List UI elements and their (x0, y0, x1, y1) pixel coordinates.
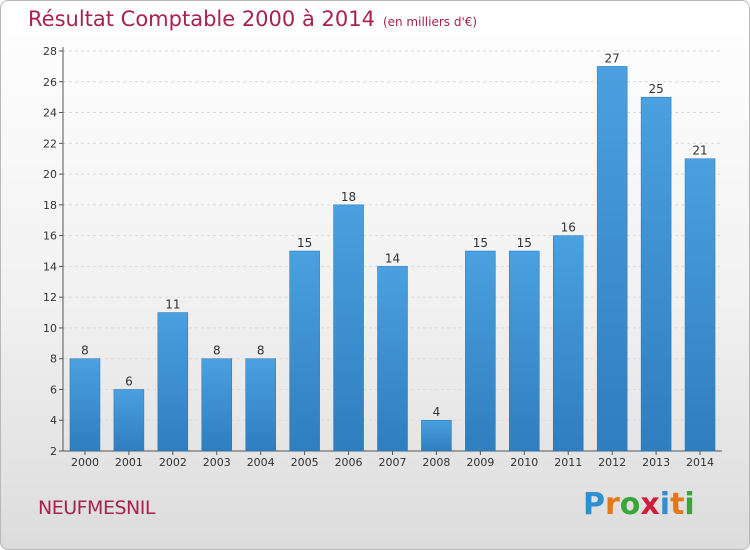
bar (640, 96, 672, 452)
logo-letter: r (605, 487, 620, 522)
y-tick-label: 12 (43, 291, 57, 304)
x-tick-label: 2012 (598, 456, 626, 469)
bar (113, 389, 145, 452)
y-tick-label: 14 (43, 260, 57, 273)
y-tick-label: 22 (43, 137, 57, 150)
y-tick-label: 18 (43, 199, 57, 212)
bar-value-label: 14 (385, 251, 400, 265)
bar (421, 419, 452, 452)
bar-value-label: 8 (257, 344, 265, 358)
y-tick-label: 2 (50, 445, 57, 458)
y-tick-label: 28 (43, 45, 57, 58)
bar (552, 235, 584, 452)
bar (157, 312, 189, 452)
x-tick-label: 2002 (159, 456, 187, 469)
x-tick-label: 2009 (466, 456, 494, 469)
bar (333, 204, 364, 452)
logo-letter: i (659, 487, 671, 522)
bar-value-label: 15 (473, 236, 488, 250)
y-tick-label: 26 (43, 76, 57, 89)
bar (69, 358, 101, 452)
bar-value-label: 8 (213, 344, 221, 358)
y-tick-label: 8 (50, 353, 57, 366)
y-tick-label: 6 (50, 383, 57, 396)
y-tick-label: 16 (43, 230, 57, 243)
logo-letter: t (670, 487, 685, 522)
x-tick-label: 2006 (335, 456, 363, 469)
bar (465, 250, 496, 452)
logo-letter: i (684, 487, 695, 522)
y-tick-label: 24 (43, 107, 57, 120)
x-tick-label: 2013 (642, 456, 670, 469)
x-tick-label: 2010 (510, 456, 538, 469)
x-tick-label: 2005 (291, 456, 319, 469)
bar-value-label: 16 (561, 221, 576, 235)
bar-value-label: 15 (517, 236, 532, 250)
x-tick-label: 2008 (422, 456, 450, 469)
bar (377, 266, 408, 452)
bar-value-label: 11 (165, 298, 180, 312)
y-tick-label: 20 (43, 168, 57, 181)
bar-value-label: 15 (297, 236, 312, 250)
x-tick-label: 2001 (115, 456, 143, 469)
chart-title-text: Résultat Comptable 2000 à 2014 (28, 7, 375, 31)
bar-value-label: 4 (433, 405, 441, 419)
logo-letter: x (640, 487, 660, 522)
bar-value-label: 18 (341, 190, 356, 204)
bar (289, 250, 320, 452)
x-tick-label: 2014 (686, 456, 714, 469)
bar (509, 250, 540, 452)
x-tick-label: 2007 (379, 456, 407, 469)
bar-value-label: 21 (692, 144, 707, 158)
commune-name: NEUFMESNIL (38, 497, 155, 519)
logo-letter: P (583, 487, 605, 522)
logo-letter: o (619, 487, 641, 522)
bar (596, 66, 628, 452)
y-tick-label: 10 (43, 322, 57, 335)
x-tick-label: 2000 (71, 456, 99, 469)
bar (201, 358, 233, 452)
bar (684, 158, 716, 452)
bar-value-label: 8 (81, 344, 89, 358)
proxiti-logo: Proxiti (583, 487, 695, 522)
bar-value-label: 6 (125, 374, 133, 388)
bar-value-label: 25 (648, 82, 663, 96)
y-tick-label: 4 (50, 414, 57, 427)
x-tick-label: 2004 (247, 456, 275, 469)
bar-value-label: 27 (605, 51, 620, 65)
x-tick-label: 2003 (203, 456, 231, 469)
x-tick-label: 2011 (554, 456, 582, 469)
chart-title: Résultat Comptable 2000 à 2014 (en millie… (28, 7, 477, 31)
bar (245, 358, 276, 452)
chart-subtitle: (en milliers d'€) (382, 15, 478, 29)
